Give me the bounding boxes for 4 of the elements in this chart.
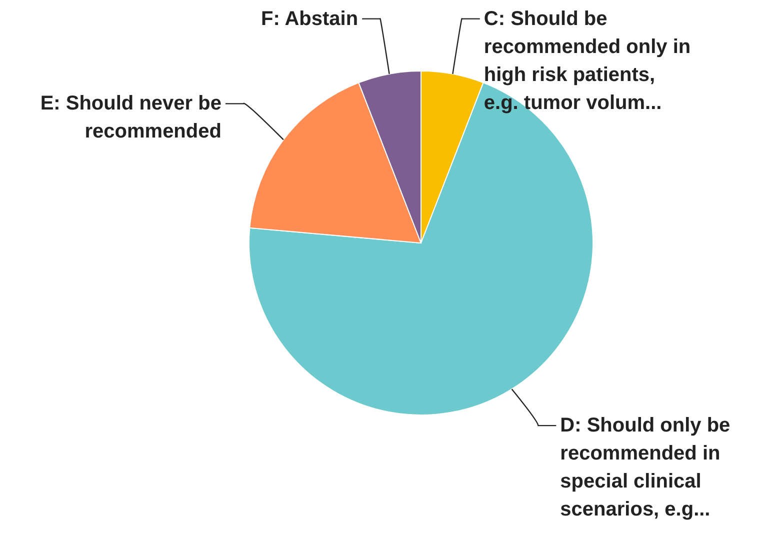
slice-label: D: Should only be recommended in special clinical scenarios, e.g... bbox=[560, 414, 730, 521]
slice-label: F: Abstain bbox=[261, 8, 358, 30]
slice-label: C: Should be recommended only in high risk patients, e.g. tumor volum... bbox=[484, 8, 691, 114]
slice-label: E: Should never be recommended bbox=[40, 92, 222, 143]
